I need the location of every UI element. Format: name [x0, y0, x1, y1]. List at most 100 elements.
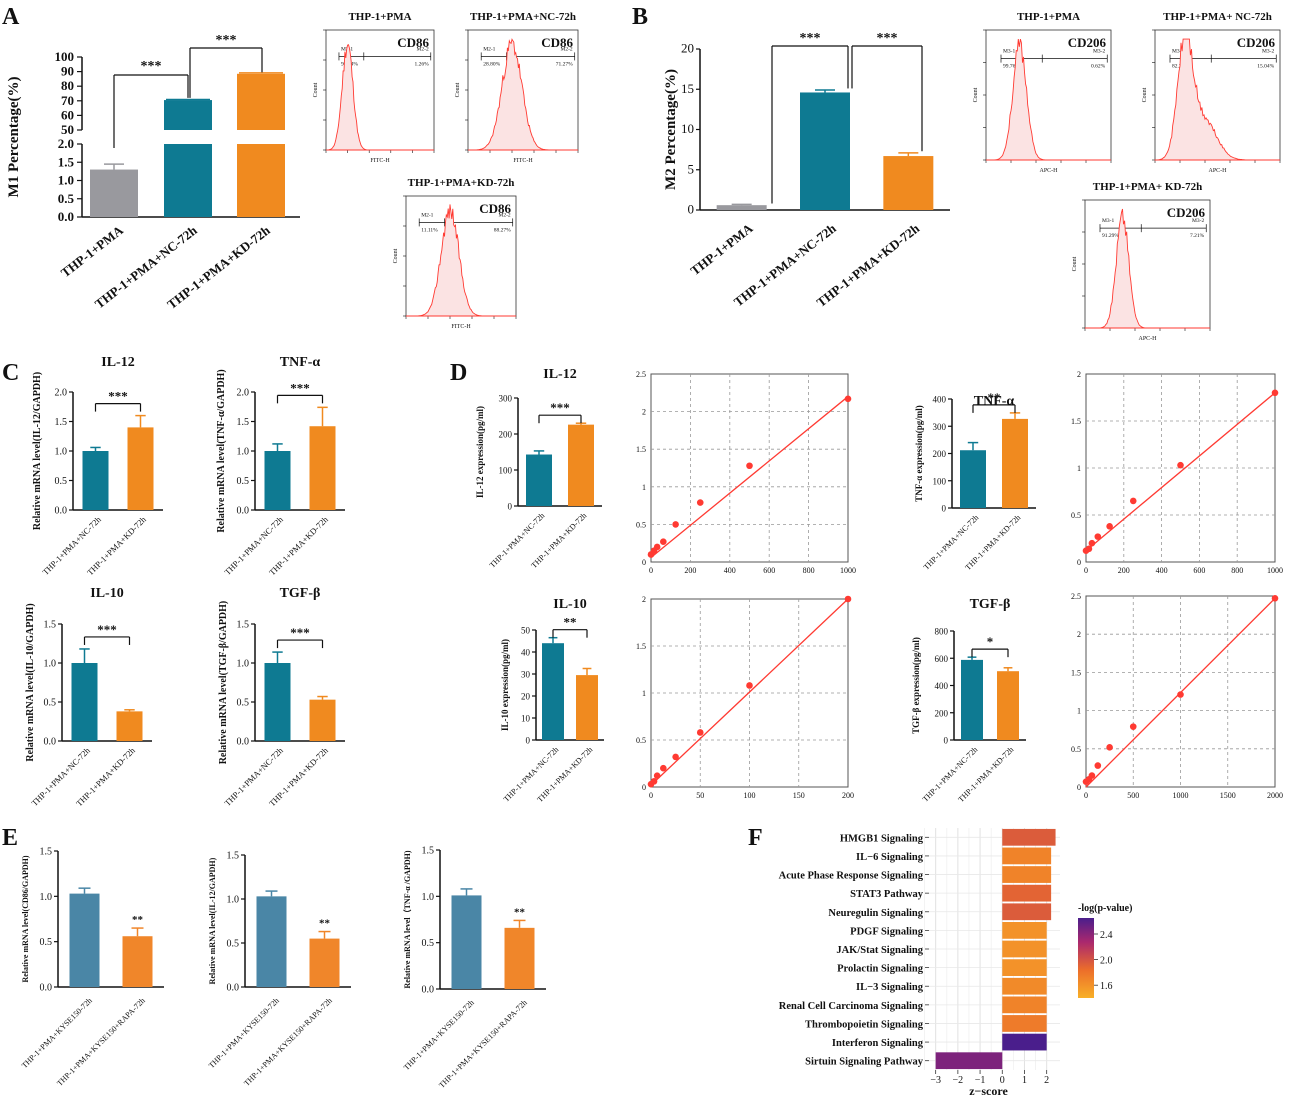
significance-stars: ***: [97, 622, 117, 637]
y-tick-label: 0: [942, 504, 947, 514]
bar: [1002, 922, 1047, 939]
histogram-title: THP-1+PMA+ NC-72h: [1163, 11, 1272, 23]
plot-frame: [650, 373, 849, 563]
x-tick-label: −1: [975, 1075, 986, 1086]
gate-label: M2-2: [560, 46, 572, 52]
significance-stars: ***: [216, 33, 237, 48]
marker-label: CD206: [1237, 35, 1276, 50]
y-tick-label: 20: [521, 692, 531, 702]
gate-label: M3-2: [1262, 49, 1274, 55]
x-tick-label: 1000: [840, 566, 856, 575]
significance-stars: **: [319, 918, 331, 930]
y-axis-label: Count: [1072, 256, 1078, 271]
x-tick-label: 1500: [1220, 791, 1236, 800]
bar: [960, 450, 986, 508]
x-category-label: THP-1+PMA+KYSE150+RAPA-72h: [55, 996, 147, 1088]
data-point: [844, 595, 852, 603]
x-tick-label: 2000: [1267, 791, 1283, 800]
data-point: [696, 729, 704, 736]
y-tick-label: 0: [642, 783, 646, 792]
y-tick-label: 400: [935, 681, 949, 691]
legend-tick-label: 1.6: [1100, 981, 1113, 992]
y-tick-label: 0: [944, 736, 949, 746]
gate-label: M3-1: [1102, 218, 1114, 224]
x-axis-label: FITC-H: [451, 324, 471, 330]
bar: [935, 1052, 1003, 1070]
chart-title: IL-10: [90, 586, 123, 601]
bar: [1002, 418, 1028, 508]
x-tick-label: 0: [1084, 791, 1088, 800]
y-tick-label: 300: [499, 394, 513, 404]
x-tick-label: 100: [744, 791, 756, 800]
y-tick-label: 50: [61, 122, 74, 137]
data-point: [1271, 594, 1279, 602]
y-tick-label: 0.0: [227, 983, 240, 994]
bar: [504, 927, 535, 989]
bar: [71, 663, 98, 741]
bar: [1002, 1015, 1047, 1032]
gate-percent: 1.26%: [415, 61, 430, 67]
y-tick-label: 0.5: [58, 191, 75, 206]
bar: [69, 893, 100, 987]
x-tick-label: 0: [1000, 1075, 1005, 1086]
y-axis-label: Count: [973, 87, 979, 102]
chart-D-IL12-std: 0 200 400 600 800 1000 0 0.5 1 1.5 2 2.5: [636, 370, 856, 575]
y-tick-label: 60: [61, 107, 74, 122]
x-axis-label: APC-H: [1138, 336, 1157, 342]
chart-F: HMGB1 Signaling IL−6 Signaling Acute Phase…: [779, 828, 1132, 1095]
bar: [542, 643, 564, 740]
y-axis-label: Count: [455, 82, 461, 97]
bar: [716, 205, 767, 210]
y-axis-label: IL-12 expression(pg/ml): [475, 406, 485, 498]
x-tick-label: 0: [649, 791, 653, 800]
bar: [90, 169, 138, 217]
significance-stars: **: [564, 615, 577, 630]
y-tick-label: 1.0: [237, 659, 250, 670]
y-tick-label: 2.0: [58, 136, 74, 151]
x-tick-label: −2: [953, 1075, 964, 1086]
y-tick-label: 0.5: [422, 938, 435, 949]
gate-percent: 91.29%: [1102, 233, 1119, 239]
bar: [800, 92, 850, 210]
y-axis-label: Relative mRNA level(IL-12/GAPDH): [208, 857, 217, 984]
data-point: [653, 772, 661, 780]
y-tick-label: 1: [642, 689, 646, 698]
panel-label-A: A: [2, 4, 20, 30]
y-tick-label: 1.0: [40, 892, 53, 903]
x-tick-label: 200: [684, 566, 696, 575]
x-tick-label: 50: [696, 791, 704, 800]
histogram-curve: [468, 38, 578, 151]
x-tick-label: 0: [649, 566, 653, 575]
legend-tick-label: 2.4: [1100, 930, 1113, 941]
y-axis-label: Relative mRNA level(IL-10/GAPDH): [25, 603, 36, 761]
x-category-label: THP-1+PMA+KYSE150+RAPA-72h: [242, 996, 334, 1088]
y-tick-label: 2.5: [1071, 592, 1081, 601]
bar: [1002, 884, 1052, 902]
fit-line: [650, 598, 849, 786]
bar: [883, 156, 934, 210]
bar: [1002, 903, 1052, 921]
y-axis-label: M1 Percentage(%): [6, 77, 22, 198]
y-tick-label: 200: [935, 708, 949, 718]
chart-D-IL10: 01020304050THP-1+PMA+NC-72hTHP-1+PMA+KD-…: [500, 597, 604, 804]
x-tick-label: 600: [1193, 566, 1205, 575]
chart-C-IL12: 0.00.51.01.52.0THP-1+PMA+NC-72hTHP-1+PMA…: [32, 355, 163, 577]
pathway-label: Interferon Signaling: [832, 1038, 924, 1049]
y-axis-label: M2 Percentage(%): [663, 69, 679, 190]
y-axis-label: IL-10 expression(pg/ml): [500, 639, 510, 731]
chart-E-CD86: 0.00.51.01.5THP-1+PMA+KYSE150-72hTHP-1+P…: [20, 847, 164, 1088]
marker-label: CD86: [397, 35, 429, 50]
y-tick-label: 0: [526, 736, 531, 746]
chart-title: TGF-β: [970, 597, 1011, 612]
y-tick-label: 1: [1077, 464, 1081, 473]
y-tick-label: 1.5: [40, 847, 53, 858]
y-axis-label: TNF-α expression(pg/ml): [914, 405, 924, 502]
fit-line: [650, 396, 849, 558]
panel-label-D: D: [450, 360, 467, 386]
significance-stars: ***: [290, 380, 310, 395]
histogram-title: THP-1+PMA+KD-72h: [408, 177, 515, 189]
y-tick-label: 1.5: [58, 154, 75, 169]
y-tick-label: 10: [521, 714, 531, 724]
data-point: [1094, 533, 1102, 540]
gate-percent: 28.80%: [483, 61, 500, 67]
